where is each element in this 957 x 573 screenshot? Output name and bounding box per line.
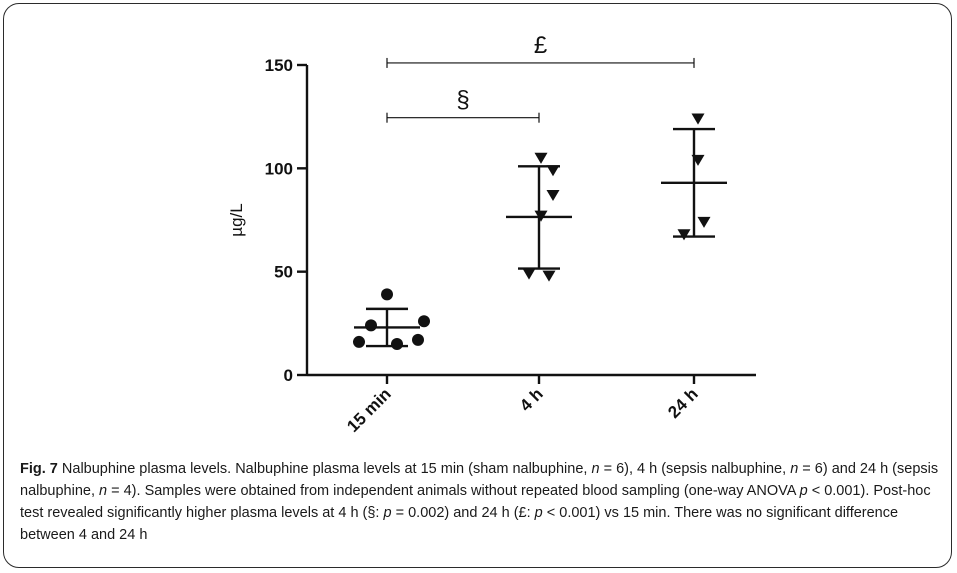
- data-point: [546, 165, 560, 177]
- data-point: [534, 210, 548, 222]
- y-tick-label: 0: [284, 366, 293, 385]
- data-point: [677, 229, 691, 241]
- data-point: [522, 268, 536, 280]
- data-point: [418, 315, 430, 328]
- data-point: [391, 338, 403, 350]
- y-tick-label: 50: [274, 263, 293, 282]
- data-point: [534, 152, 548, 164]
- caption-run: n: [99, 483, 108, 499]
- caption-run: p: [383, 505, 392, 521]
- caption-run: < 0.001) vs 15 min. There was no signifi…: [20, 505, 899, 543]
- x-tick-label: 4 h: [516, 384, 547, 415]
- y-axis-label: µg/L: [227, 203, 246, 236]
- chart-svg: 0 50 100 150 µg/L 15 min 4 h 24 h £ §: [227, 32, 756, 436]
- data-point: [697, 216, 711, 228]
- caption-label: Fig. 7: [20, 461, 58, 477]
- figure-caption: Fig. 7 Nalbuphine plasma levels. Nalbuph…: [20, 458, 940, 546]
- data-point: [691, 113, 705, 125]
- significance-symbol: £: [534, 32, 547, 59]
- caption-run: Nalbuphine plasma levels. Nalbuphine pla…: [57, 461, 592, 477]
- x-tick-label: 24 h: [664, 384, 701, 421]
- y-tick-label: 150: [265, 56, 293, 75]
- significance-symbol: §: [456, 87, 469, 114]
- caption-run: n: [790, 461, 799, 477]
- caption-run: p: [534, 505, 543, 521]
- caption-run: p: [799, 483, 808, 499]
- caption-run: = 0.002) and 24 h (£:: [391, 505, 535, 521]
- data-point: [365, 319, 377, 332]
- data-point: [353, 335, 365, 348]
- data-point: [381, 288, 393, 301]
- caption-run: < 0.001). Post-hoc test revealed signifi…: [20, 483, 931, 521]
- caption-run: = 6), 4 h (sepsis nalbuphine,: [599, 461, 791, 477]
- x-tick-label: 15 min: [343, 384, 395, 436]
- caption-run: = 4). Samples were obtained from indepen…: [107, 483, 800, 499]
- data-point: [542, 270, 556, 282]
- data-point: [546, 190, 560, 202]
- caption-text: Nalbuphine plasma levels. Nalbuphine pla…: [20, 461, 938, 543]
- y-tick-label: 100: [265, 159, 293, 178]
- data-point: [412, 333, 424, 346]
- caption-run: = 6) and 24 h (sepsis nalbuphine,: [20, 461, 939, 499]
- caption-run: n: [591, 461, 600, 477]
- figure-panel: 0 50 100 150 µg/L 15 min 4 h 24 h £ § Fig. 7 Nalb…: [3, 3, 952, 568]
- data-point: [691, 154, 705, 166]
